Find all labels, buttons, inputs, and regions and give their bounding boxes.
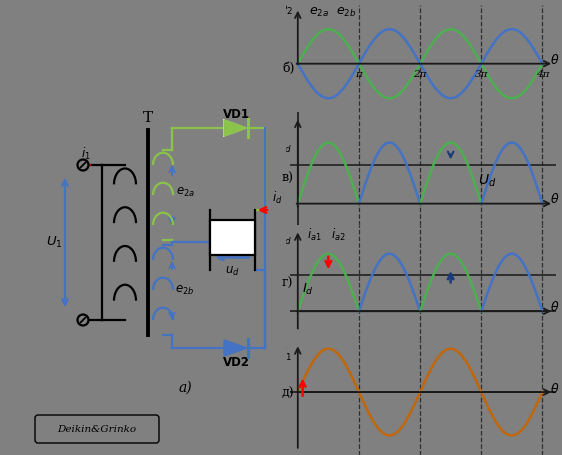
Text: б): б) bbox=[282, 61, 294, 75]
Polygon shape bbox=[223, 119, 248, 137]
Text: $e_{2a}$: $e_{2a}$ bbox=[175, 186, 194, 198]
Bar bbox=[0, 0, 285, 455]
Text: $i_{a2}$: $i_{a2}$ bbox=[331, 228, 346, 243]
Text: г): г) bbox=[282, 277, 293, 289]
Circle shape bbox=[78, 314, 88, 325]
Text: $e_{2b}$: $e_{2b}$ bbox=[175, 283, 194, 297]
Text: $i_d$: $i_d$ bbox=[272, 190, 283, 206]
Text: $U_d$: $U_d$ bbox=[478, 172, 497, 189]
Text: VD1: VD1 bbox=[223, 108, 250, 121]
Text: T: T bbox=[143, 111, 153, 125]
Circle shape bbox=[78, 160, 88, 171]
Bar bbox=[210, 220, 255, 255]
Text: $I_d$: $I_d$ bbox=[302, 282, 314, 297]
Text: $θ$: $θ$ bbox=[550, 52, 560, 66]
Polygon shape bbox=[224, 120, 247, 136]
Polygon shape bbox=[224, 340, 247, 356]
Text: $θ$: $θ$ bbox=[550, 192, 560, 206]
FancyBboxPatch shape bbox=[35, 415, 159, 443]
Text: д): д) bbox=[282, 386, 294, 399]
Text: $i_1$: $i_1$ bbox=[282, 347, 292, 363]
Text: $θ$: $θ$ bbox=[550, 382, 560, 395]
Text: Deikin&Grinko: Deikin&Grinko bbox=[57, 425, 137, 434]
Text: 4π: 4π bbox=[536, 70, 549, 79]
Text: $U_1$: $U_1$ bbox=[46, 234, 62, 249]
Text: а): а) bbox=[178, 381, 192, 395]
Text: $e_{2a}$: $e_{2a}$ bbox=[309, 6, 329, 19]
Text: $R_d$: $R_d$ bbox=[224, 230, 241, 245]
Text: 3π: 3π bbox=[474, 70, 488, 79]
Text: $e_{2b}$: $e_{2b}$ bbox=[336, 6, 357, 19]
Text: π: π bbox=[356, 70, 362, 79]
Text: $u_d$: $u_d$ bbox=[278, 142, 293, 155]
Text: 2π: 2π bbox=[413, 70, 427, 79]
Text: $u_d$: $u_d$ bbox=[225, 265, 240, 278]
Text: VD2: VD2 bbox=[223, 355, 250, 369]
Text: $i_d$: $i_d$ bbox=[281, 231, 292, 248]
Text: $θ$: $θ$ bbox=[550, 300, 560, 313]
Text: $e_2$: $e_2$ bbox=[279, 4, 293, 17]
Text: $i_{a1}$: $i_{a1}$ bbox=[307, 228, 321, 243]
Text: $i_1$: $i_1$ bbox=[81, 146, 91, 162]
Text: в): в) bbox=[282, 172, 294, 184]
